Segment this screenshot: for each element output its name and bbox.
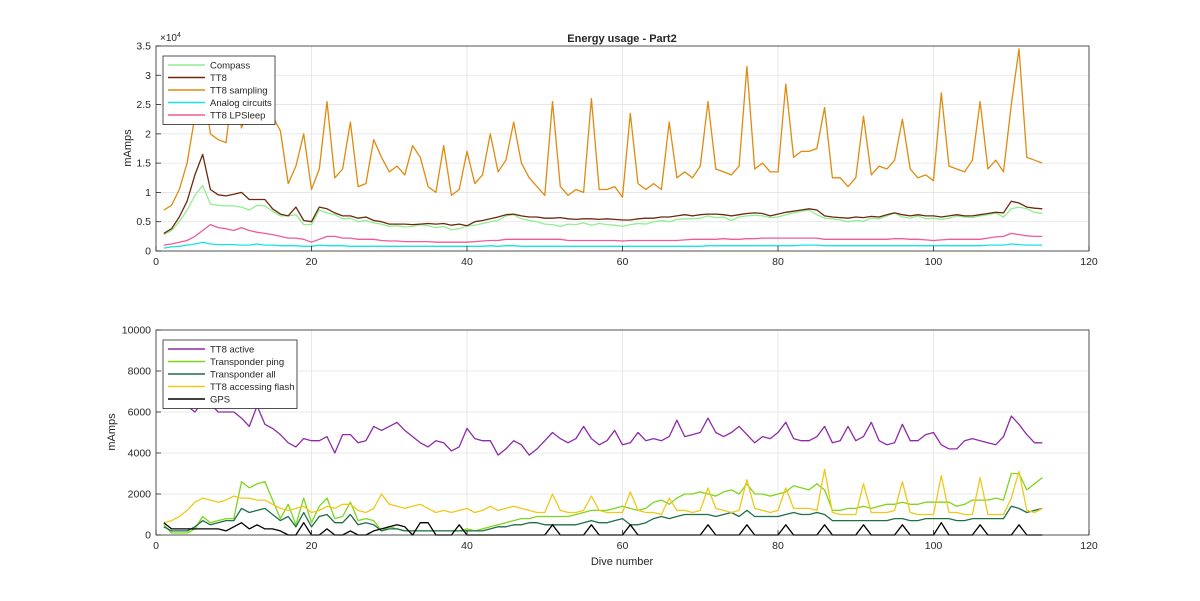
x-tick-label: 80 <box>772 256 784 268</box>
legend-label: Transponder all <box>210 370 276 381</box>
x-tick-label: 60 <box>617 256 629 268</box>
y-tick-label: 0.5 <box>136 216 151 228</box>
y-tick-label: 1.5 <box>136 158 151 170</box>
top-plot-grid <box>156 46 1089 251</box>
top-y-exponent: ×104 <box>160 32 181 44</box>
y-tick-label: 6000 <box>128 407 152 419</box>
top-y-axis-label: mAmps <box>122 129 134 167</box>
x-tick-label: 80 <box>772 540 784 552</box>
legend-label: GPS <box>210 395 230 406</box>
x-tick-label: 0 <box>153 256 159 268</box>
series-line-transponder-all <box>163 505 1043 532</box>
bottom-plot-series <box>163 356 1043 536</box>
series-line-analog-circuits <box>163 241 1043 249</box>
y-tick-label: 0 <box>145 246 151 258</box>
y-tick-label: 2.5 <box>136 99 151 111</box>
series-line-tt8-accessing-flash <box>163 468 1043 524</box>
y-tick-label: 3.5 <box>136 41 151 53</box>
y-tick-label: 1 <box>145 187 151 199</box>
top-plot-x-ticks: 0 20 40 60 80 100 120 <box>153 246 1098 268</box>
bottom-plot-x-ticks: 0 20 40 60 80 100 120 <box>153 530 1098 552</box>
y-tick-label: 4000 <box>128 448 152 460</box>
top-plot-y-ticks: 0 0.5 1 1.5 2 2.5 3 3.5 <box>136 41 161 258</box>
series-line-tt8 <box>163 153 1043 234</box>
y-tick-label: 2 <box>145 128 151 140</box>
x-tick-label: 40 <box>461 540 473 552</box>
x-tick-label: 120 <box>1080 540 1098 552</box>
x-tick-label: 60 <box>617 540 629 552</box>
legend-label: Analog circuits <box>210 98 272 109</box>
legend-label: TT8 sampling <box>210 86 268 97</box>
x-tick-label: 100 <box>925 540 943 552</box>
x-tick-label: 20 <box>306 256 318 268</box>
x-axis-label: Dive number <box>591 556 654 568</box>
legend-label: TT8 LPSleep <box>210 111 265 122</box>
y-tick-label: 0 <box>145 530 151 542</box>
y-tick-label: 3 <box>145 70 151 82</box>
y-tick-label: 8000 <box>128 366 152 378</box>
legend-label: Transponder ping <box>210 357 284 368</box>
legend-label: TT8 <box>210 73 227 84</box>
bottom-energy-plot: 0 20 40 60 80 100 120 0 2000 4000 6000 8000 10000 m… <box>106 325 1098 569</box>
legend-label: Compass <box>210 61 250 72</box>
top-plot-series <box>163 48 1043 249</box>
series-line-tt8-sampling <box>163 48 1043 211</box>
series-line-tt8-active <box>163 356 1043 456</box>
legend-label: TT8 active <box>210 345 254 356</box>
bottom-plot-y-ticks: 0 2000 4000 6000 8000 10000 <box>122 325 161 542</box>
x-tick-label: 100 <box>925 256 943 268</box>
legend-label: TT8 accessing flash <box>210 382 294 393</box>
top-energy-plot: 0 20 40 60 80 100 120 0 0.5 1 1.5 2 2.5 3 3.5 mAmps ×… <box>122 32 1098 268</box>
y-tick-label: 2000 <box>128 489 152 501</box>
x-tick-label: 20 <box>306 540 318 552</box>
series-line-tt8-lpsleep <box>163 223 1043 246</box>
bottom-y-axis-label: mAmps <box>106 413 118 451</box>
y-tick-label: 10000 <box>122 325 151 337</box>
x-tick-label: 120 <box>1080 256 1098 268</box>
x-tick-label: 40 <box>461 256 473 268</box>
figure-title: Energy usage - Part2 <box>567 33 676 45</box>
x-tick-label: 0 <box>153 540 159 552</box>
